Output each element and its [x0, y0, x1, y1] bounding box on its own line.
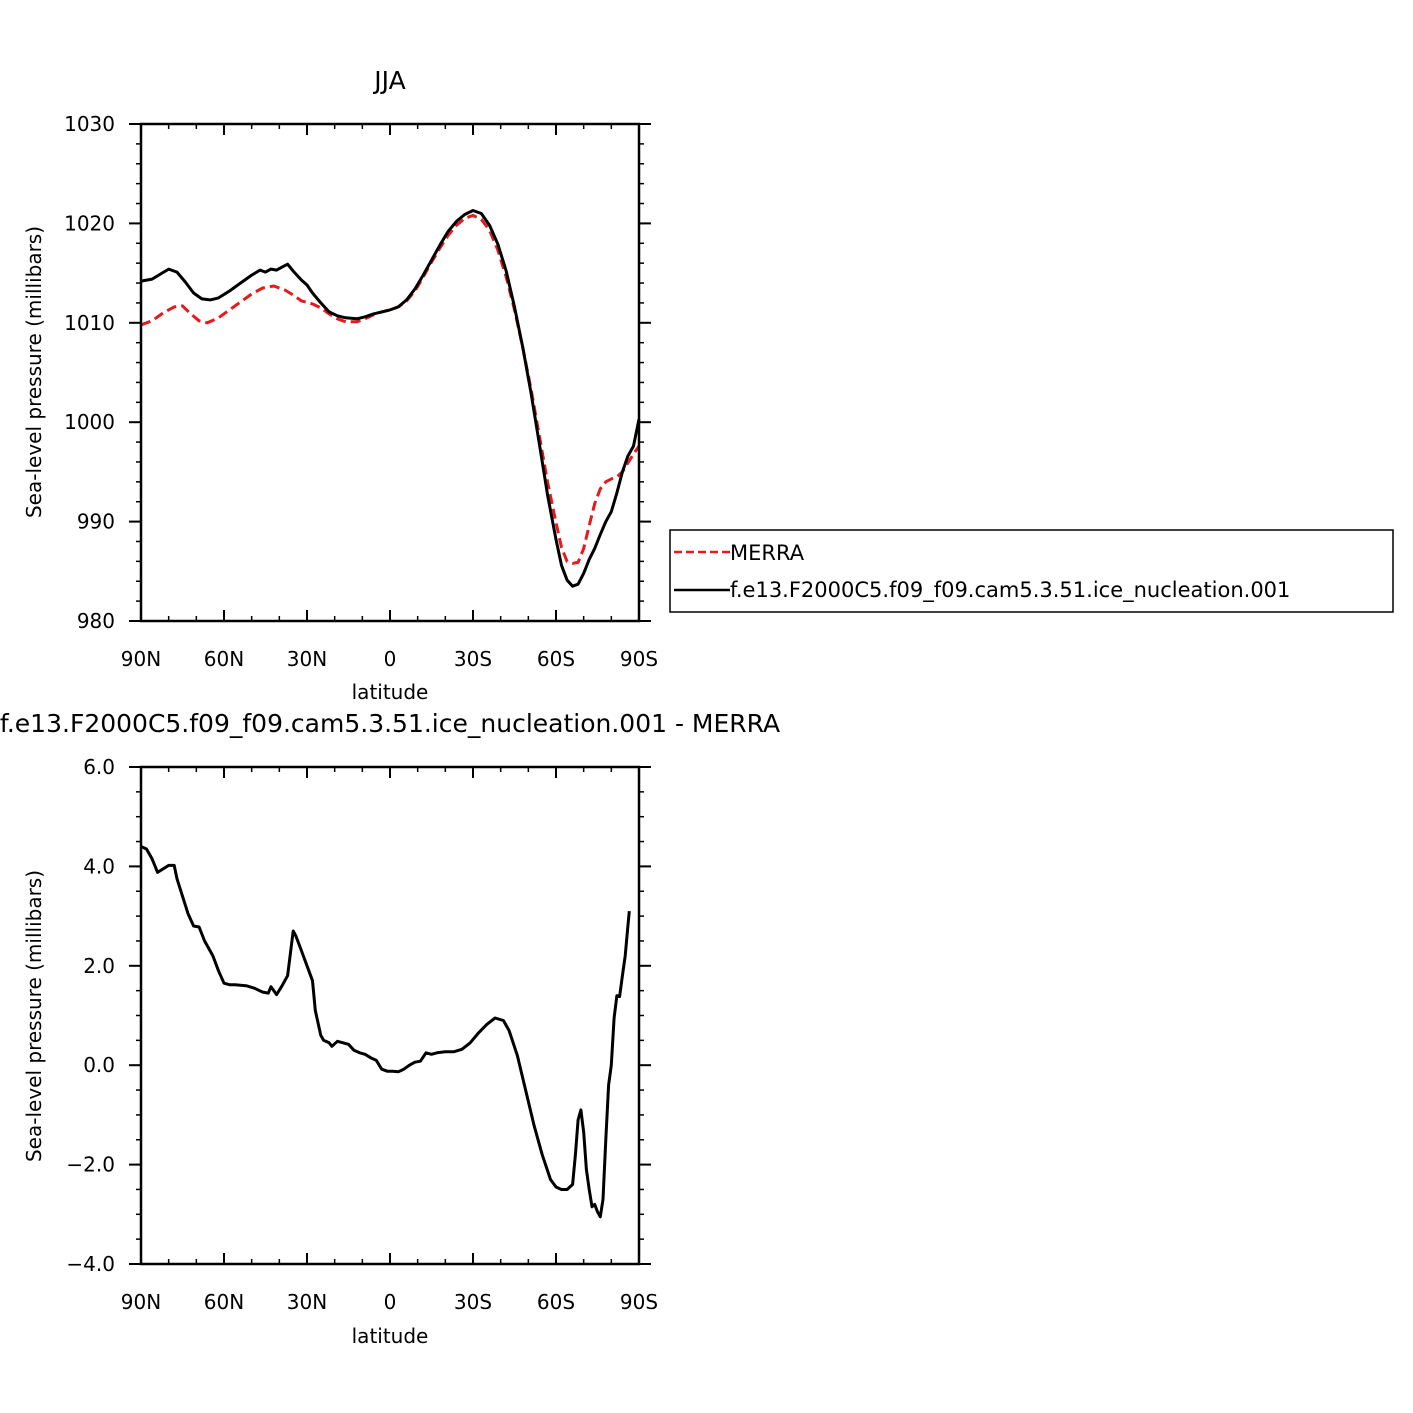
- chart-title: f.e13.F2000C5.f09_f09.cam5.3.51.ice_nucl…: [0, 709, 780, 738]
- x-tick-label: 90S: [620, 647, 658, 671]
- y-tick-label: 1000: [64, 410, 115, 434]
- legend: MERRA f.e13.F2000C5.f09_f09.cam5.3.51.ic…: [669, 529, 1394, 613]
- series-lines: [140, 845, 631, 1219]
- x-tick-label: 60S: [537, 1290, 575, 1314]
- y-tick-label: 980: [77, 609, 115, 633]
- legend-label-model: f.e13.F2000C5.f09_f09.cam5.3.51.ice_nucl…: [730, 578, 1290, 603]
- y-tick-label: −4.0: [66, 1252, 115, 1276]
- x-tick-label: 90N: [121, 647, 161, 671]
- y-tick-label: −2.0: [66, 1153, 115, 1177]
- axis-ticks: [129, 766, 651, 1265]
- legend-box: [669, 529, 1394, 613]
- y-tick-label: 4.0: [83, 854, 115, 878]
- chart-title: JJA: [372, 66, 405, 95]
- pressure-panel: JJA 90N 60N 30N 0 30S 60S 90S 980 990 1000 1010 10…: [22, 66, 658, 704]
- y-tick-label: 6.0: [83, 755, 115, 779]
- y-tick-labels: 980 990 1000 1010 1020 1030: [64, 112, 115, 633]
- x-tick-label: 0: [384, 1290, 397, 1314]
- axis-ticks: [129, 123, 651, 622]
- y-tick-label: 1020: [64, 211, 115, 235]
- y-tick-label: 2.0: [83, 954, 115, 978]
- x-tick-labels: 90N 60N 30N 0 30S 60S 90S: [121, 1290, 658, 1314]
- x-tick-label: 30N: [287, 647, 327, 671]
- plot-frame: [139, 765, 641, 1266]
- y-tick-labels: −4.0 −2.0 0.0 2.0 4.0 6.0: [66, 755, 115, 1276]
- x-tick-label: 30N: [287, 1290, 327, 1314]
- x-tick-label: 60S: [537, 647, 575, 671]
- series-line-0: [140, 845, 631, 1219]
- x-tick-label: 90S: [620, 1290, 658, 1314]
- series-lines: [140, 209, 641, 588]
- x-tick-labels: 90N 60N 30N 0 30S 60S 90S: [121, 647, 658, 671]
- y-tick-label: 1030: [64, 112, 115, 136]
- x-tick-label: 30S: [454, 647, 492, 671]
- y-axis-title: Sea-level pressure (millibars): [22, 226, 46, 518]
- x-tick-label: 60N: [204, 647, 244, 671]
- x-axis-title: latitude: [352, 680, 429, 704]
- y-tick-label: 0.0: [83, 1053, 115, 1077]
- x-tick-label: 90N: [121, 1290, 161, 1314]
- x-tick-label: 0: [384, 647, 397, 671]
- y-tick-label: 1010: [64, 311, 115, 335]
- x-tick-label: 60N: [204, 1290, 244, 1314]
- y-tick-label: 990: [77, 510, 115, 534]
- legend-label-merra: MERRA: [730, 541, 805, 565]
- x-tick-label: 30S: [454, 1290, 492, 1314]
- plot-frame: [139, 122, 641, 623]
- y-axis-title: Sea-level pressure (millibars): [22, 870, 46, 1162]
- difference-panel: f.e13.F2000C5.f09_f09.cam5.3.51.ice_nucl…: [0, 709, 780, 1348]
- series-line-1: [140, 209, 641, 588]
- x-axis-title: latitude: [352, 1324, 429, 1348]
- series-line-0: [140, 213, 641, 565]
